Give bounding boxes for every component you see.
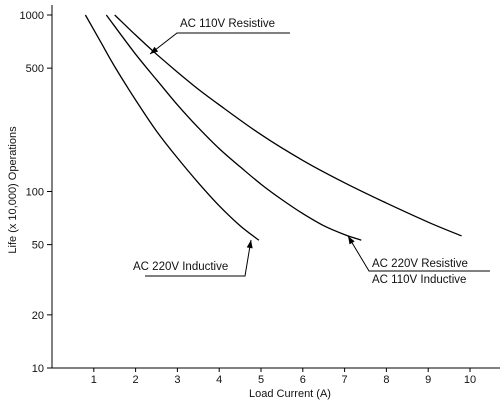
y-tick-label: 20 [32, 310, 44, 322]
series-curves [84, 14, 462, 241]
annotation-ac220v-resistive-leader [347, 235, 490, 272]
x-tick-label: 6 [300, 374, 306, 386]
annotation-ac110v-resistive: AC 110V Resistive [180, 18, 275, 30]
x-tick-label: 9 [425, 374, 431, 386]
tick-marks: 10 20 50 100 500 1000 1 2 3 4 5 6 7 8 9 10 [20, 10, 477, 386]
x-tick-label: 1 [91, 374, 97, 386]
x-tick-label: 5 [258, 374, 264, 386]
annotation-ac220v-inductive-leader [145, 239, 252, 277]
annotation-ac220v-inductive: AC 220V Inductive [133, 261, 228, 273]
curve-ac110v-resistive [114, 14, 462, 237]
x-tick-label: 10 [464, 374, 476, 386]
annotation-ac110v-inductive: AC 110V Inductive [372, 274, 466, 286]
x-tick-label: 8 [383, 374, 389, 386]
y-tick-label: 1000 [20, 10, 44, 22]
y-axis-label: Life (x 10,000) Operations [7, 126, 19, 254]
curve-ac220v-resistive-ac110v-inductive [105, 14, 362, 241]
annotation-ac110v-resistive-arrow [150, 46, 159, 54]
annotation-ac220v-resistive-arrow [348, 236, 355, 245]
x-tick-label: 3 [174, 374, 180, 386]
y-tick-label: 50 [32, 240, 44, 252]
y-tick-label: 10 [32, 363, 44, 375]
x-tick-label: 7 [342, 374, 348, 386]
annotation-ac220v-resistive: AC 220V Resistive [372, 258, 468, 270]
curve-ac220v-inductive [84, 14, 260, 241]
annotation-ac220v-inductive-arrow [246, 240, 253, 249]
x-tick-label: 2 [133, 374, 139, 386]
annotation-ac110v-resistive-leader [149, 32, 290, 55]
axes [51, 5, 500, 369]
annotations: AC 110V Resistive AC 220V Inductive AC 220… [133, 18, 490, 286]
x-tick-label: 4 [216, 374, 222, 386]
x-axis-label: Load Current (A) [249, 388, 331, 400]
y-tick-label: 100 [26, 187, 44, 199]
y-tick-label: 500 [26, 63, 44, 75]
